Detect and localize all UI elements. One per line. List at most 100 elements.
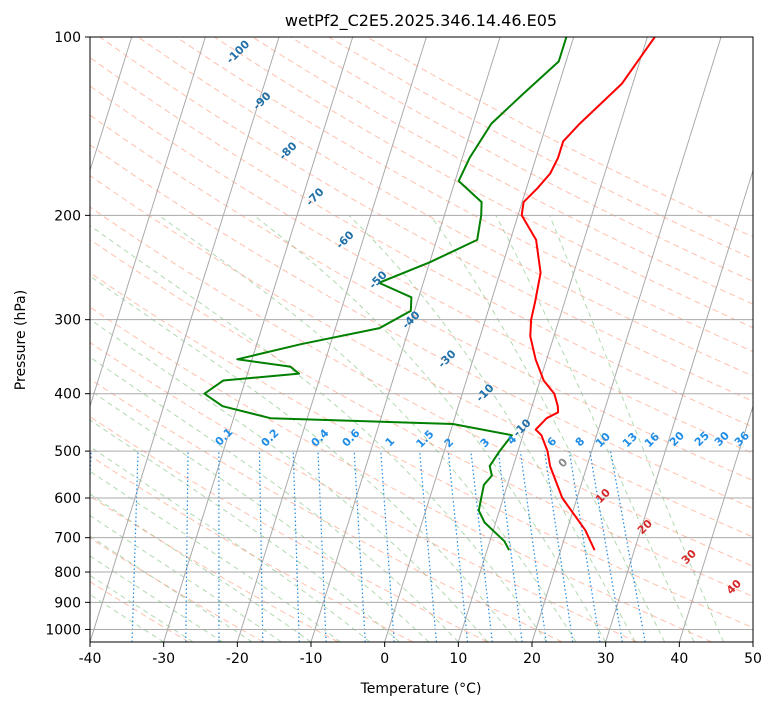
moist-adiabat-line xyxy=(90,535,253,642)
dry-adiabat-line xyxy=(90,378,563,642)
dry-adiabat-label: -70 xyxy=(303,185,326,208)
moist-adiabat-line xyxy=(253,214,607,642)
y-tick-label: 900 xyxy=(54,595,81,611)
dry-adiabat-line xyxy=(214,37,753,329)
mixing-ratio-line xyxy=(609,450,646,642)
dry-adiabat-line xyxy=(90,306,712,642)
mixing-ratio-label: 16 xyxy=(642,430,662,450)
x-tick-label: -20 xyxy=(226,651,249,667)
dry-adiabat-line xyxy=(90,206,753,567)
mixing-ratio-label: 1 xyxy=(383,435,398,450)
x-tick-label: -30 xyxy=(152,651,175,667)
mixing-ratio-label: 25 xyxy=(692,429,712,449)
dry-adiabat-line xyxy=(90,495,339,642)
x-tick-label: 10 xyxy=(449,651,467,667)
dry-adiabat-label: -10 xyxy=(510,416,533,439)
dry-adiabat-line xyxy=(90,85,753,455)
mixing-ratio-line xyxy=(519,451,547,642)
dry-adiabat-line xyxy=(90,114,753,482)
moist-adiabat-line xyxy=(90,514,282,642)
x-tick-label: -40 xyxy=(79,651,102,667)
x-tick-label: 0 xyxy=(380,651,389,667)
y-tick-label: 200 xyxy=(54,208,81,224)
mixing-ratio-label: 2 xyxy=(442,436,457,451)
sounding-profiles xyxy=(203,37,656,551)
dry-adiabat-label: -90 xyxy=(250,89,273,112)
x-axis-label: Temperature (°C) xyxy=(360,681,482,697)
mixing-ratio-line xyxy=(544,451,574,642)
dry-adiabat-line xyxy=(90,272,753,629)
moist-adiabat-line xyxy=(495,215,695,642)
isotherm-line xyxy=(752,640,753,642)
moist-adiabat-label: 0 xyxy=(556,455,571,470)
x-axis-ticks: -40 -30 -20 -10 0 10 20 30 40 50 xyxy=(79,642,762,667)
moist-adiabat-line xyxy=(90,225,548,642)
isotherm-line xyxy=(163,37,354,642)
mixing-ratio-line xyxy=(419,451,438,642)
y-tick-label: 1000 xyxy=(45,622,81,638)
dry-adiabat-label: -100 xyxy=(224,37,253,66)
mixing-ratio-lines xyxy=(90,450,646,642)
mixing-ratio-label: 0.4 xyxy=(309,426,332,449)
dry-adiabat-line xyxy=(366,37,753,238)
moist-adiabat-label: 30 xyxy=(679,547,699,567)
moist-adiabat-line xyxy=(90,419,400,642)
y-tick-label: 600 xyxy=(54,491,81,507)
dry-adiabat-line xyxy=(252,37,753,305)
dry-adiabat-label: -50 xyxy=(366,268,389,291)
isotherm-line xyxy=(678,404,753,642)
moist-adiabat-label: 40 xyxy=(724,577,744,597)
moist-adiabat-line xyxy=(90,593,164,642)
dry-adiabat-line xyxy=(90,455,414,642)
moist-adiabat-line xyxy=(90,555,223,642)
y-tick-label: 800 xyxy=(54,565,81,581)
x-tick-label: 30 xyxy=(597,651,615,667)
y-tick-label: 300 xyxy=(54,313,81,329)
x-tick-label: -10 xyxy=(300,651,323,667)
mixing-ratio-line xyxy=(185,451,189,642)
mixing-ratio-label: 10 xyxy=(593,430,613,450)
mixing-ratio-line xyxy=(353,451,366,642)
moist-adiabat-line xyxy=(90,356,459,642)
isotherm-line xyxy=(531,37,722,642)
pressure-gridlines xyxy=(90,37,753,630)
moist-adiabat-line xyxy=(90,574,194,642)
isotherm-line xyxy=(605,168,753,642)
dry-adiabats xyxy=(90,37,753,642)
dry-adiabat-label: -30 xyxy=(435,347,458,370)
mixing-ratio-label: 3 xyxy=(478,436,493,451)
dry-adiabat-line xyxy=(90,238,753,598)
moist-adiabat-line xyxy=(549,215,724,642)
dry-adiabat-line xyxy=(90,56,753,428)
dry-adiabat-label: -10 xyxy=(473,381,496,404)
dry-adiabat-line xyxy=(90,144,753,509)
moist-adiabat-line xyxy=(429,215,666,642)
mixing-ratio-line xyxy=(589,451,623,642)
mixing-ratio-line xyxy=(447,451,469,642)
y-tick-label: 100 xyxy=(54,30,81,46)
x-tick-label: 40 xyxy=(670,651,688,667)
moist-adiabat-line xyxy=(348,214,636,642)
skewed-isotherms xyxy=(90,37,753,642)
y-axis-ticks: 100 200 300 400 500 600 700 800 900 1000 xyxy=(45,30,90,638)
mixing-ratio-label: 36 xyxy=(732,429,752,449)
dry-adiabat-line xyxy=(90,537,264,642)
mixing-ratio-line xyxy=(258,451,264,642)
dry-adiabat-label: -60 xyxy=(333,228,356,251)
mixing-ratio-line xyxy=(497,451,523,642)
dry-adiabat-line xyxy=(90,416,488,642)
dry-adiabat-line xyxy=(137,37,753,377)
dry-adiabat-line xyxy=(90,581,190,642)
isotherm-line xyxy=(310,37,501,642)
mixing-ratio-line xyxy=(568,451,601,642)
dewpoint-profile xyxy=(203,37,568,551)
isotherm-line xyxy=(90,37,280,642)
moist-adiabat-line xyxy=(90,275,518,642)
isotherm-line xyxy=(457,37,648,642)
dry-adiabat-line xyxy=(290,37,753,282)
isotherm-line xyxy=(90,37,206,408)
moist-adiabat-line xyxy=(158,214,577,642)
moist-adiabat-line xyxy=(90,389,430,642)
moist-adiabat-label: 20 xyxy=(635,517,655,537)
y-tick-label: 700 xyxy=(54,531,81,547)
